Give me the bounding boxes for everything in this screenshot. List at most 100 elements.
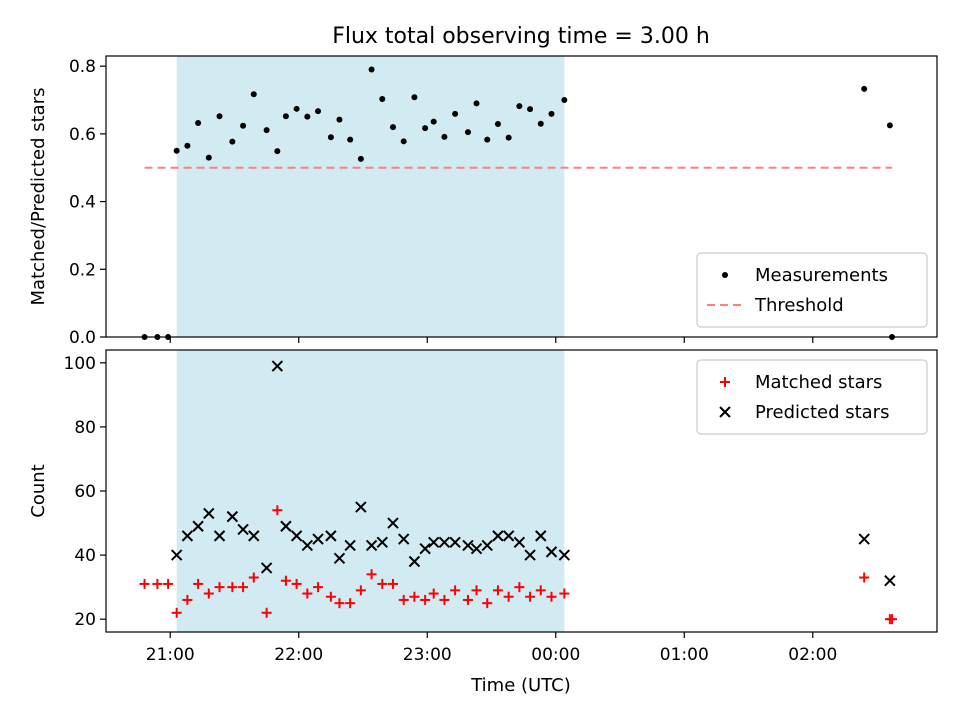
- predicted-stars-point: [213, 530, 226, 542]
- predicted-stars-point: [203, 507, 215, 520]
- predicted-stars-point: [387, 517, 399, 529]
- measurements-point: [379, 95, 386, 102]
- matched-stars-point: [887, 614, 898, 625]
- predicted-stars-point: [513, 536, 526, 548]
- predicted-stars-point: [376, 536, 388, 548]
- matched-stars-point: [559, 588, 570, 599]
- matched-stars-point: [203, 588, 214, 599]
- matched-stars-point: [525, 591, 536, 602]
- ratio-y-axis: 0.0 0.2 0.4 0.6 0.8: [69, 57, 106, 348]
- predicted-stars-point: [884, 575, 896, 587]
- measurements-point: [400, 138, 407, 145]
- predicted-stars-point: [502, 530, 515, 542]
- measurements-point: [886, 122, 893, 129]
- matched-stars-point: [261, 607, 272, 618]
- predicted-stars-point: [260, 562, 273, 574]
- matched-stars-point: [514, 582, 525, 593]
- legend-label: Threshold: [754, 295, 844, 316]
- matched-stars-point: [355, 585, 366, 596]
- predicted-stars-point: [558, 549, 571, 561]
- matched-stars-point: [428, 588, 439, 599]
- measurements-point: [494, 121, 501, 128]
- measurements-point: [430, 118, 437, 125]
- matched-stars-point: [313, 582, 324, 593]
- legend-label: Matched stars: [755, 372, 882, 393]
- matched-stars-point: [193, 578, 204, 589]
- predicted-stars-point: [181, 530, 194, 542]
- ratio-panel: 0.00.20.40.60.8 Matched/Predicted stars …: [28, 55, 938, 348]
- matched-stars-point: [546, 591, 557, 602]
- y-tick-label: 20: [74, 610, 96, 630]
- measurements-point: [304, 113, 311, 120]
- observing-window-shade: [176, 56, 565, 337]
- predicted-stars-point: [226, 510, 239, 523]
- predicted-stars-point: [492, 530, 504, 542]
- matched-stars-point: [139, 578, 150, 589]
- matched-stars-point: [280, 575, 291, 586]
- y-tick-label: 100: [64, 354, 96, 374]
- legend-marker: [720, 377, 730, 387]
- measurements-point: [548, 110, 555, 117]
- matched-stars-point: [238, 582, 249, 593]
- predicted-stars-point: [355, 501, 367, 513]
- predicted-stars-point: [470, 542, 483, 555]
- count-axes-frame: [105, 349, 938, 633]
- matched-stars-point: [345, 598, 356, 609]
- predicted-stars-point: [344, 539, 356, 552]
- matched-stars-point: [535, 585, 546, 596]
- predicted-stars-point: [237, 523, 249, 536]
- measurements-point: [184, 142, 191, 149]
- measurements-point: [336, 116, 343, 123]
- measurements-point: [516, 103, 523, 110]
- observing-window-shade: [176, 350, 565, 632]
- measurements-point: [293, 105, 300, 112]
- predicted-stars-point: [248, 530, 260, 542]
- y-tick-label: 0.8: [69, 57, 96, 77]
- measurements-point: [315, 108, 322, 115]
- predicted-stars-point: [333, 552, 346, 565]
- measurements-point: [263, 127, 270, 134]
- count-y-axis-label: Count: [28, 464, 49, 517]
- matched-stars-point: [171, 607, 182, 618]
- measurements-point: [216, 113, 223, 120]
- measurements-point: [389, 124, 396, 131]
- predicted-stars-point: [419, 542, 431, 555]
- ratio-x-axis: [169, 337, 814, 343]
- predicted-stars-point: [192, 520, 204, 532]
- matched-stars-point: [492, 585, 503, 596]
- measurements-point: [452, 110, 459, 117]
- predicted-stars-point: [397, 533, 410, 545]
- measurements-point: [274, 148, 281, 155]
- measurements-point: [327, 134, 334, 141]
- predicted-stars-point: [427, 536, 440, 548]
- predicted-stars-point: [290, 530, 303, 542]
- count-y-axis: 20 40 60 80 100: [64, 354, 106, 630]
- matched-stars-point: [859, 572, 870, 583]
- predicted-stars-point: [438, 536, 451, 548]
- predicted-stars-point: [280, 520, 292, 532]
- predicted-stars-point: [408, 555, 421, 568]
- matched-stars-point: [450, 585, 461, 596]
- x-tick-label: 23:00: [403, 645, 452, 665]
- measurements-point: [561, 97, 568, 104]
- matched-stars-point: [503, 591, 514, 602]
- measurements-point: [347, 136, 354, 143]
- predicted-stars-point: [271, 360, 284, 372]
- matched-stars-point: [377, 578, 388, 589]
- predicted-stars-point: [858, 533, 870, 545]
- x-axis-label: Time (UTC): [470, 675, 571, 696]
- predicted-stars-point: [365, 539, 378, 552]
- measurements-point: [861, 85, 868, 92]
- measurements-point: [368, 66, 375, 73]
- count-legend: Matched stars Predicted stars: [696, 359, 928, 435]
- predicted-stars-point: [524, 549, 536, 561]
- predicted-stars-point: [449, 536, 461, 548]
- matched-stars-point: [163, 578, 174, 589]
- matched-stars-point: [439, 594, 450, 605]
- matched-stars-point: [248, 572, 259, 583]
- predicted-stars-point: [301, 539, 314, 552]
- measurements-point: [473, 100, 480, 107]
- x-tick-label: 22:00: [274, 645, 323, 665]
- measurements-point: [537, 120, 544, 127]
- measurements-point: [505, 134, 512, 141]
